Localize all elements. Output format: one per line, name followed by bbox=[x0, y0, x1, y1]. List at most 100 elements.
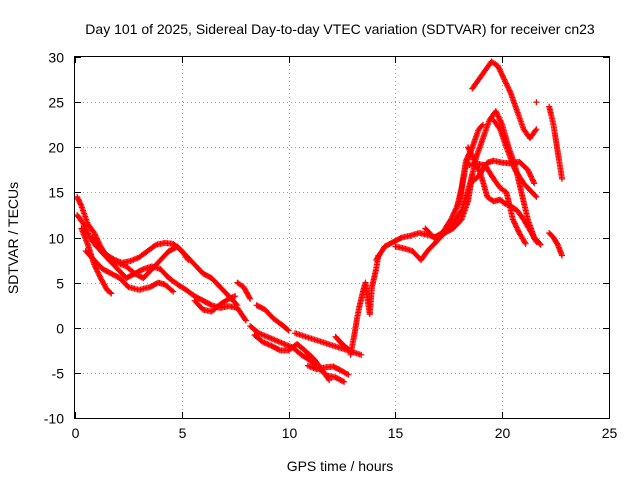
data-point bbox=[275, 346, 282, 353]
chart-title: Day 101 of 2025, Sidereal Day-to-day VTE… bbox=[85, 21, 595, 37]
data-point bbox=[81, 222, 88, 229]
data-point bbox=[185, 257, 192, 264]
data-point bbox=[92, 232, 99, 239]
data-point bbox=[505, 84, 512, 91]
data-point bbox=[96, 272, 103, 279]
series-trace-x bbox=[546, 229, 566, 259]
data-point bbox=[94, 268, 101, 275]
data-point bbox=[522, 240, 529, 247]
y-tick-label: 5 bbox=[56, 276, 64, 292]
data-point bbox=[284, 326, 291, 333]
data-point bbox=[95, 271, 102, 278]
data-point bbox=[397, 235, 404, 242]
axis-ticks bbox=[75, 57, 610, 419]
y-tick-label: -5 bbox=[52, 366, 65, 382]
y-tick-label: 0 bbox=[56, 321, 64, 337]
data-point bbox=[527, 172, 534, 179]
data-point bbox=[513, 223, 520, 230]
data-point bbox=[524, 166, 531, 173]
data-point bbox=[242, 316, 249, 323]
data-point bbox=[184, 255, 191, 262]
data-point bbox=[325, 375, 332, 382]
data-point bbox=[497, 118, 504, 125]
data-point bbox=[494, 63, 501, 70]
data-point bbox=[533, 239, 540, 246]
data-point bbox=[246, 294, 253, 301]
series-trace-k bbox=[304, 362, 352, 378]
x-tick-label: 0 bbox=[72, 425, 80, 441]
data-point bbox=[503, 80, 510, 87]
data-point bbox=[449, 213, 456, 220]
data-point bbox=[242, 317, 249, 324]
data-point bbox=[526, 170, 533, 177]
y-tick-label: 30 bbox=[48, 50, 64, 66]
data-point bbox=[497, 68, 504, 75]
data-point bbox=[450, 210, 457, 217]
data-point bbox=[506, 87, 513, 94]
data-point bbox=[525, 168, 532, 175]
data-point bbox=[531, 180, 538, 187]
series-trace-q bbox=[469, 58, 540, 142]
data-point bbox=[497, 117, 504, 124]
data-point bbox=[532, 192, 539, 199]
data-point bbox=[498, 120, 505, 127]
data-point bbox=[501, 76, 508, 83]
data-point bbox=[512, 221, 519, 228]
data-point bbox=[247, 295, 254, 302]
data-point bbox=[465, 144, 472, 151]
data-point bbox=[91, 229, 98, 236]
data-point bbox=[345, 371, 352, 378]
data-point bbox=[528, 173, 535, 180]
data-point bbox=[509, 216, 516, 223]
data-point bbox=[93, 266, 100, 273]
data-point bbox=[494, 112, 501, 119]
data-point bbox=[533, 99, 540, 106]
series-trace-g bbox=[234, 279, 254, 302]
data-point bbox=[493, 109, 500, 116]
y-tick-label: -10 bbox=[44, 411, 64, 427]
data-point bbox=[532, 127, 539, 134]
series-trace-w bbox=[546, 103, 566, 182]
data-point bbox=[533, 193, 540, 200]
data-point bbox=[448, 215, 455, 222]
data-point bbox=[521, 239, 528, 246]
data-point bbox=[559, 175, 566, 182]
data-point bbox=[500, 75, 507, 82]
x-tick-label: 25 bbox=[602, 425, 618, 441]
y-tick-label: 25 bbox=[48, 95, 64, 111]
y-axis-label: SDTVAR / TECUs bbox=[5, 182, 21, 294]
data-point bbox=[511, 220, 518, 227]
data-point bbox=[515, 227, 522, 234]
data-point bbox=[326, 377, 333, 384]
data-point bbox=[507, 88, 514, 95]
data-point bbox=[108, 290, 115, 297]
data-point bbox=[151, 242, 158, 249]
data-point bbox=[341, 378, 348, 385]
data-point bbox=[514, 225, 521, 232]
series-trace-s bbox=[465, 160, 529, 247]
data-point bbox=[526, 169, 533, 176]
data-point bbox=[447, 216, 454, 223]
series-trace-z bbox=[292, 330, 365, 358]
data-point bbox=[475, 165, 482, 172]
data-point bbox=[529, 176, 536, 183]
data-point bbox=[358, 351, 365, 358]
data-point bbox=[77, 201, 84, 208]
data-point bbox=[495, 113, 502, 120]
x-tick-label: 20 bbox=[495, 425, 511, 441]
data-point bbox=[496, 116, 503, 123]
x-tick-label: 10 bbox=[282, 425, 298, 441]
data-point bbox=[451, 208, 458, 215]
data-point bbox=[537, 241, 544, 248]
series-trace-v bbox=[533, 99, 540, 106]
data-point bbox=[84, 229, 91, 236]
data-point bbox=[344, 370, 351, 377]
plot-frame bbox=[74, 56, 610, 419]
data-point bbox=[511, 219, 518, 226]
data-point bbox=[500, 73, 507, 80]
series-trace-u bbox=[490, 117, 540, 200]
data-point bbox=[529, 177, 536, 184]
y-tick-label: 10 bbox=[48, 231, 64, 247]
data-point bbox=[232, 293, 239, 300]
data-point bbox=[495, 114, 502, 121]
